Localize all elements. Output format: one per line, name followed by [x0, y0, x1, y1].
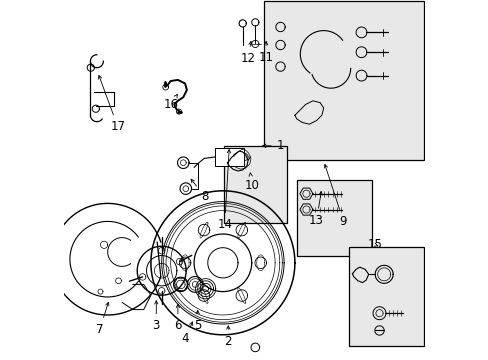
- Text: 14: 14: [217, 149, 232, 231]
- Text: 8: 8: [191, 179, 208, 203]
- Text: 11: 11: [258, 41, 273, 64]
- Bar: [348, 247, 423, 346]
- Text: 9: 9: [324, 165, 346, 228]
- Text: 17: 17: [98, 76, 125, 133]
- Text: 5: 5: [194, 310, 201, 332]
- Text: 15: 15: [366, 238, 382, 251]
- Text: 7: 7: [96, 302, 109, 336]
- Text: 2: 2: [224, 326, 232, 348]
- Text: 4: 4: [181, 322, 192, 345]
- Bar: [215, 148, 244, 166]
- Text: 10: 10: [244, 173, 259, 192]
- Text: 6: 6: [174, 304, 181, 332]
- Text: 13: 13: [308, 192, 323, 227]
- Text: 12: 12: [240, 41, 255, 65]
- Text: 3: 3: [152, 301, 160, 332]
- Bar: [223, 146, 286, 223]
- Text: 16: 16: [163, 94, 178, 111]
- Bar: [296, 180, 371, 256]
- Text: 1: 1: [262, 139, 284, 152]
- Bar: [263, 1, 423, 160]
